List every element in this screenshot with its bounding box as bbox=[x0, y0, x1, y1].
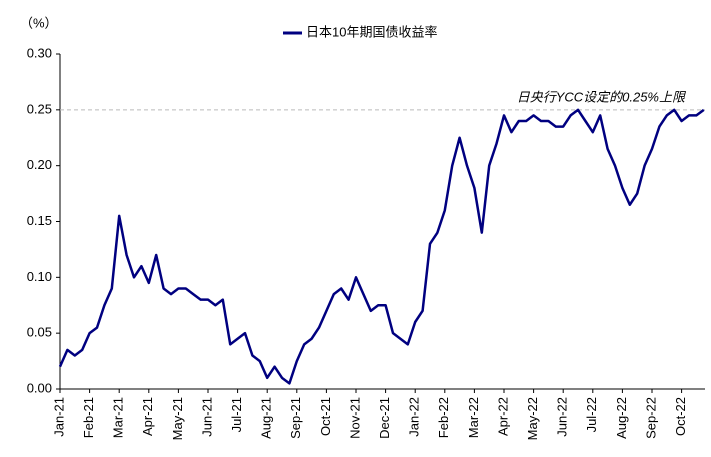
y-tick-label: 0.20 bbox=[27, 157, 52, 172]
x-tick-label: Jun-22 bbox=[555, 397, 570, 437]
x-tick-label: Oct-22 bbox=[673, 397, 688, 436]
x-tick-label: Sep-21 bbox=[288, 397, 303, 439]
x-tick-label: Feb-21 bbox=[81, 397, 96, 438]
x-tick-label: Nov-21 bbox=[347, 397, 362, 439]
x-tick-label: Aug-21 bbox=[259, 397, 274, 439]
x-tick-label: Mar-22 bbox=[466, 397, 481, 438]
y-unit-label: （%） bbox=[20, 15, 58, 30]
x-tick-label: May-21 bbox=[170, 397, 185, 440]
x-tick-label: Jan-22 bbox=[407, 397, 422, 437]
legend-label: 日本10年期国债收益率 bbox=[306, 24, 437, 39]
x-tick-label: Dec-21 bbox=[377, 397, 392, 439]
y-tick-label: 0.15 bbox=[27, 213, 52, 228]
x-tick-label: Aug-22 bbox=[614, 397, 629, 439]
y-tick-label: 0.25 bbox=[27, 101, 52, 116]
x-tick-label: Jan-21 bbox=[51, 397, 66, 437]
x-tick-label: Jul-22 bbox=[584, 397, 599, 432]
data-line bbox=[58, 108, 705, 385]
x-tick-label: Oct-21 bbox=[318, 397, 333, 436]
x-tick-label: Apr-21 bbox=[140, 397, 155, 436]
x-tick-label: Mar-21 bbox=[111, 397, 126, 438]
x-tick-label: Apr-22 bbox=[495, 397, 510, 436]
x-tick-label: Jun-21 bbox=[199, 397, 214, 437]
annotation: 日央行YCC设定的0.25%上限 bbox=[517, 89, 687, 104]
y-tick-label: 0.30 bbox=[27, 45, 52, 60]
x-tick-label: Jul-21 bbox=[229, 397, 244, 432]
x-tick-label: May-22 bbox=[525, 397, 540, 440]
y-tick-label: 0.05 bbox=[27, 325, 52, 340]
x-tick-label: Feb-22 bbox=[436, 397, 451, 438]
x-tick-label: Sep-22 bbox=[643, 397, 658, 439]
y-tick-label: 0.00 bbox=[27, 380, 52, 395]
y-tick-label: 0.10 bbox=[27, 269, 52, 284]
